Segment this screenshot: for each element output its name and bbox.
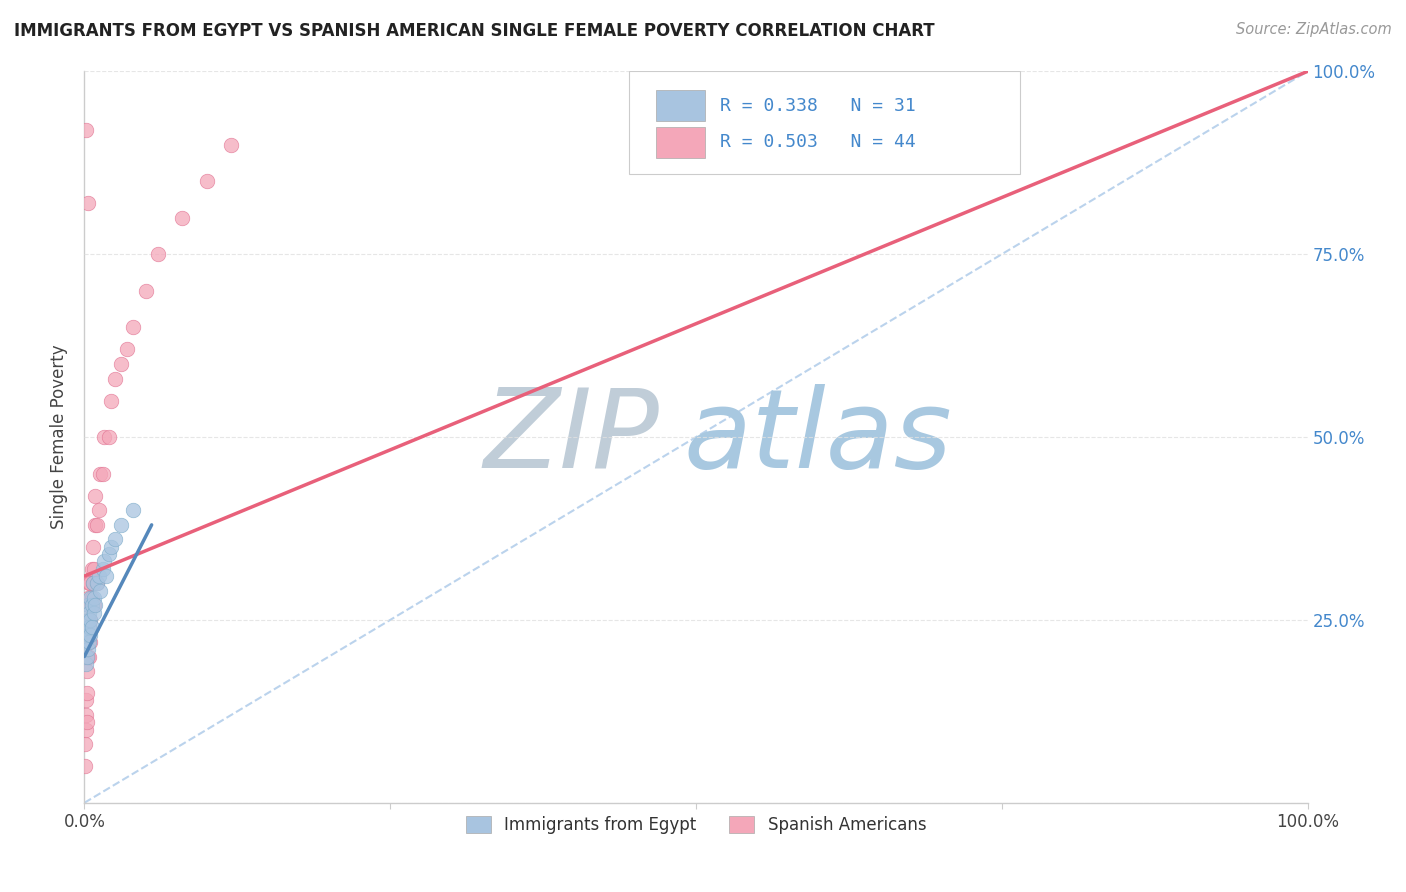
Point bbox=[91, 467, 114, 481]
Point bbox=[219, 137, 242, 152]
Point bbox=[84, 489, 107, 503]
Point bbox=[83, 591, 105, 605]
Point bbox=[75, 657, 97, 671]
Text: atlas: atlas bbox=[683, 384, 952, 491]
Text: ZIP: ZIP bbox=[484, 384, 659, 491]
Point bbox=[82, 576, 104, 591]
Point bbox=[77, 613, 100, 627]
Point bbox=[91, 562, 114, 576]
Point bbox=[77, 649, 100, 664]
Point bbox=[79, 635, 101, 649]
FancyBboxPatch shape bbox=[655, 90, 704, 121]
Point bbox=[75, 693, 97, 707]
Point bbox=[76, 664, 98, 678]
Point bbox=[89, 583, 111, 598]
Point bbox=[82, 540, 104, 554]
Point bbox=[86, 576, 108, 591]
Point bbox=[77, 635, 100, 649]
Text: R = 0.503   N = 44: R = 0.503 N = 44 bbox=[720, 133, 917, 152]
Point bbox=[83, 599, 105, 613]
Point bbox=[84, 599, 107, 613]
Point bbox=[77, 576, 100, 591]
Text: IMMIGRANTS FROM EGYPT VS SPANISH AMERICAN SINGLE FEMALE POVERTY CORRELATION CHAR: IMMIGRANTS FROM EGYPT VS SPANISH AMERICA… bbox=[14, 22, 935, 40]
Point bbox=[110, 517, 132, 532]
Point bbox=[77, 599, 100, 613]
Point bbox=[86, 517, 108, 532]
Point bbox=[77, 627, 100, 641]
Point bbox=[115, 343, 138, 357]
Point bbox=[79, 613, 101, 627]
Point bbox=[80, 562, 103, 576]
Point bbox=[172, 211, 194, 225]
Point bbox=[100, 540, 122, 554]
Point bbox=[97, 430, 120, 444]
Point bbox=[77, 599, 100, 613]
Point bbox=[75, 737, 97, 751]
Point bbox=[83, 562, 105, 576]
Point bbox=[77, 642, 100, 657]
Point bbox=[80, 591, 103, 605]
Point bbox=[89, 467, 111, 481]
Point bbox=[122, 503, 145, 517]
Point bbox=[96, 569, 118, 583]
Point bbox=[77, 620, 100, 634]
Point bbox=[87, 503, 110, 517]
Point bbox=[86, 576, 108, 591]
Point bbox=[77, 635, 100, 649]
Point bbox=[93, 554, 115, 568]
FancyBboxPatch shape bbox=[628, 71, 1021, 174]
Point bbox=[104, 371, 127, 385]
Point bbox=[77, 606, 100, 620]
Point bbox=[82, 576, 104, 591]
Point bbox=[100, 393, 122, 408]
Point bbox=[83, 606, 105, 620]
Point bbox=[75, 123, 97, 137]
Point bbox=[110, 357, 132, 371]
Point bbox=[135, 284, 157, 298]
Point bbox=[122, 320, 145, 334]
Point bbox=[77, 613, 100, 627]
Point bbox=[75, 635, 97, 649]
Text: R = 0.338   N = 31: R = 0.338 N = 31 bbox=[720, 96, 917, 115]
Y-axis label: Single Female Poverty: Single Female Poverty bbox=[51, 345, 69, 529]
Point bbox=[80, 620, 103, 634]
Point bbox=[76, 686, 98, 700]
FancyBboxPatch shape bbox=[655, 127, 704, 158]
Point bbox=[77, 649, 100, 664]
Point bbox=[79, 627, 101, 641]
Point bbox=[195, 174, 218, 188]
Point bbox=[73, 759, 96, 773]
Point bbox=[77, 591, 100, 605]
Point bbox=[75, 723, 97, 737]
Point bbox=[79, 591, 101, 605]
Point bbox=[104, 533, 127, 547]
Point bbox=[76, 649, 98, 664]
Point bbox=[146, 247, 169, 261]
Point bbox=[79, 613, 101, 627]
Point bbox=[80, 599, 103, 613]
Point bbox=[77, 196, 100, 211]
Point bbox=[76, 715, 98, 730]
Point bbox=[84, 517, 107, 532]
Text: Source: ZipAtlas.com: Source: ZipAtlas.com bbox=[1236, 22, 1392, 37]
Point bbox=[93, 430, 115, 444]
Point bbox=[77, 620, 100, 634]
Point bbox=[75, 708, 97, 723]
Point bbox=[97, 547, 120, 561]
Point bbox=[87, 569, 110, 583]
Point bbox=[79, 576, 101, 591]
Legend: Immigrants from Egypt, Spanish Americans: Immigrants from Egypt, Spanish Americans bbox=[457, 807, 935, 842]
Point bbox=[76, 620, 98, 634]
